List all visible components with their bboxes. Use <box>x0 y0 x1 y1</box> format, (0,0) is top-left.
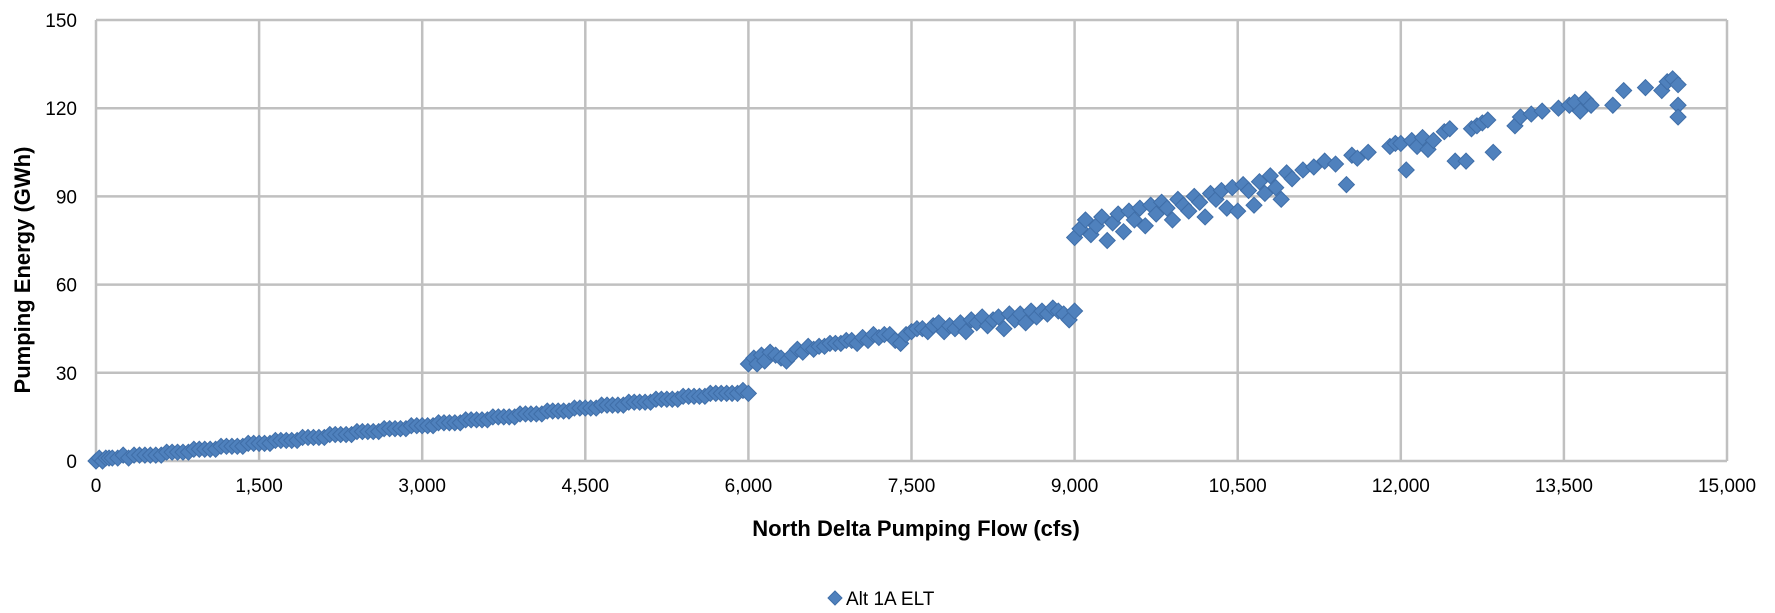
data-point <box>1125 211 1144 229</box>
data-point <box>1359 143 1377 162</box>
data-point <box>1533 102 1551 120</box>
data-point <box>957 322 975 341</box>
data-point <box>995 319 1013 338</box>
x-tick-label: 15,000 <box>1698 476 1756 497</box>
data-point <box>1261 167 1280 185</box>
legend: Alt 1A ELT <box>827 589 935 610</box>
data-point <box>1158 199 1176 217</box>
data-point <box>1239 181 1258 200</box>
data-point <box>1582 96 1600 114</box>
y-tick-label: 120 <box>45 99 77 120</box>
x-tick-label: 6,000 <box>725 476 773 497</box>
data-point <box>1136 217 1154 235</box>
data-point <box>1636 78 1655 97</box>
data-point <box>1218 199 1236 217</box>
data-point <box>1180 202 1198 220</box>
data-point <box>1065 302 1084 320</box>
data-point <box>1147 205 1165 223</box>
data-point <box>1457 152 1475 170</box>
data-point <box>1424 131 1443 150</box>
y-tick-label: 90 <box>56 187 77 208</box>
data-point <box>1250 172 1269 191</box>
data-point <box>1348 149 1367 167</box>
data-point <box>1614 81 1633 100</box>
x-tick-label: 0 <box>91 476 102 497</box>
data-point <box>1305 158 1323 176</box>
y-axis-ticks: 0 30 60 90 120 150 <box>45 11 77 473</box>
data-points <box>87 70 1687 470</box>
data-point <box>1245 196 1263 214</box>
x-tick-label: 1,500 <box>235 476 283 497</box>
y-axis-title: Pumping Energy (GWh) <box>10 147 35 394</box>
data-point <box>1326 155 1345 173</box>
y-tick-label: 150 <box>45 11 77 32</box>
data-point <box>1604 96 1622 114</box>
data-point <box>1479 111 1497 129</box>
data-point <box>1397 161 1415 179</box>
x-tick-label: 3,000 <box>398 476 446 497</box>
data-point <box>1256 184 1274 203</box>
data-point <box>1283 170 1301 188</box>
data-point <box>1267 178 1285 197</box>
x-tick-label: 4,500 <box>562 476 610 497</box>
data-point <box>1571 102 1589 120</box>
data-point <box>1337 175 1356 194</box>
data-point <box>1076 211 1095 229</box>
data-point <box>1196 208 1214 226</box>
x-tick-label: 13,500 <box>1535 476 1593 497</box>
data-point <box>1413 128 1432 147</box>
data-point <box>1093 208 1111 226</box>
data-point <box>1669 108 1687 126</box>
y-tick-label: 60 <box>56 276 77 297</box>
y-tick-label: 0 <box>66 452 77 473</box>
legend-label: Alt 1A ELT <box>846 589 935 610</box>
data-point <box>1163 211 1182 229</box>
y-tick-label: 30 <box>56 364 77 385</box>
data-point <box>1190 193 1209 211</box>
data-point <box>1272 190 1290 209</box>
data-point <box>739 384 758 403</box>
data-point <box>1114 222 1133 241</box>
data-point <box>1484 143 1502 162</box>
grid-lines <box>94 18 1729 463</box>
x-axis-title: North Delta Pumping Flow (cfs) <box>752 516 1080 541</box>
data-point <box>1098 231 1116 250</box>
x-axis-ticks: 0 1,500 3,000 4,500 6,000 7,500 9,000 10,500 12,… <box>91 476 1756 497</box>
x-tick-label: 7,500 <box>888 476 936 497</box>
legend-marker-diamond <box>827 590 843 606</box>
data-point <box>1669 75 1687 94</box>
x-tick-label: 9,000 <box>1051 476 1099 497</box>
x-tick-label: 12,000 <box>1372 476 1430 497</box>
data-point <box>1016 314 1035 332</box>
x-tick-label: 10,500 <box>1209 476 1267 497</box>
data-point <box>1441 120 1459 138</box>
data-point <box>1315 152 1334 170</box>
data-point <box>1228 202 1247 220</box>
